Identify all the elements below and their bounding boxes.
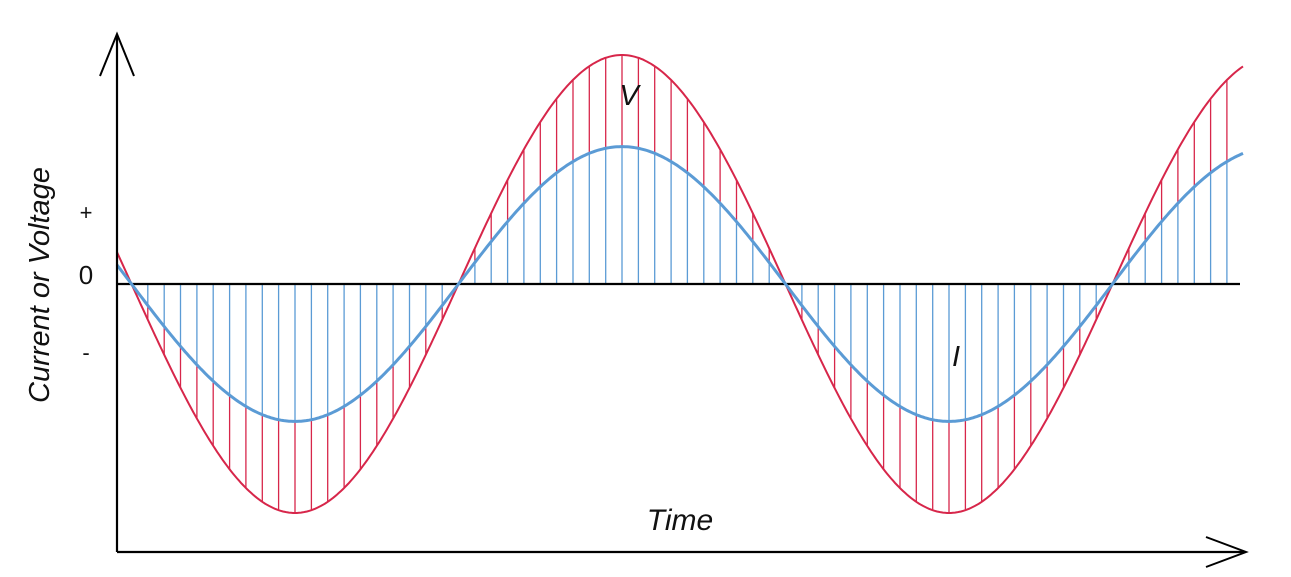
- x-axis-label: Time: [647, 504, 713, 537]
- current-wave: [115, 145, 1244, 423]
- voltage-hatch-lines: [147, 55, 1228, 513]
- x-axis-arrowhead: [1205, 536, 1249, 568]
- voltage-wave: [116, 54, 1244, 514]
- plus-label: +: [80, 200, 93, 225]
- zero-label: 0: [79, 260, 93, 290]
- current-hatch-lines: [147, 146, 1228, 422]
- y-axis-label: Current or Voltage: [24, 167, 56, 403]
- voltage-label: V: [619, 80, 641, 112]
- y-axis-arrowhead: [99, 31, 135, 77]
- current-label: I: [952, 341, 960, 373]
- minus-label: -: [82, 340, 89, 365]
